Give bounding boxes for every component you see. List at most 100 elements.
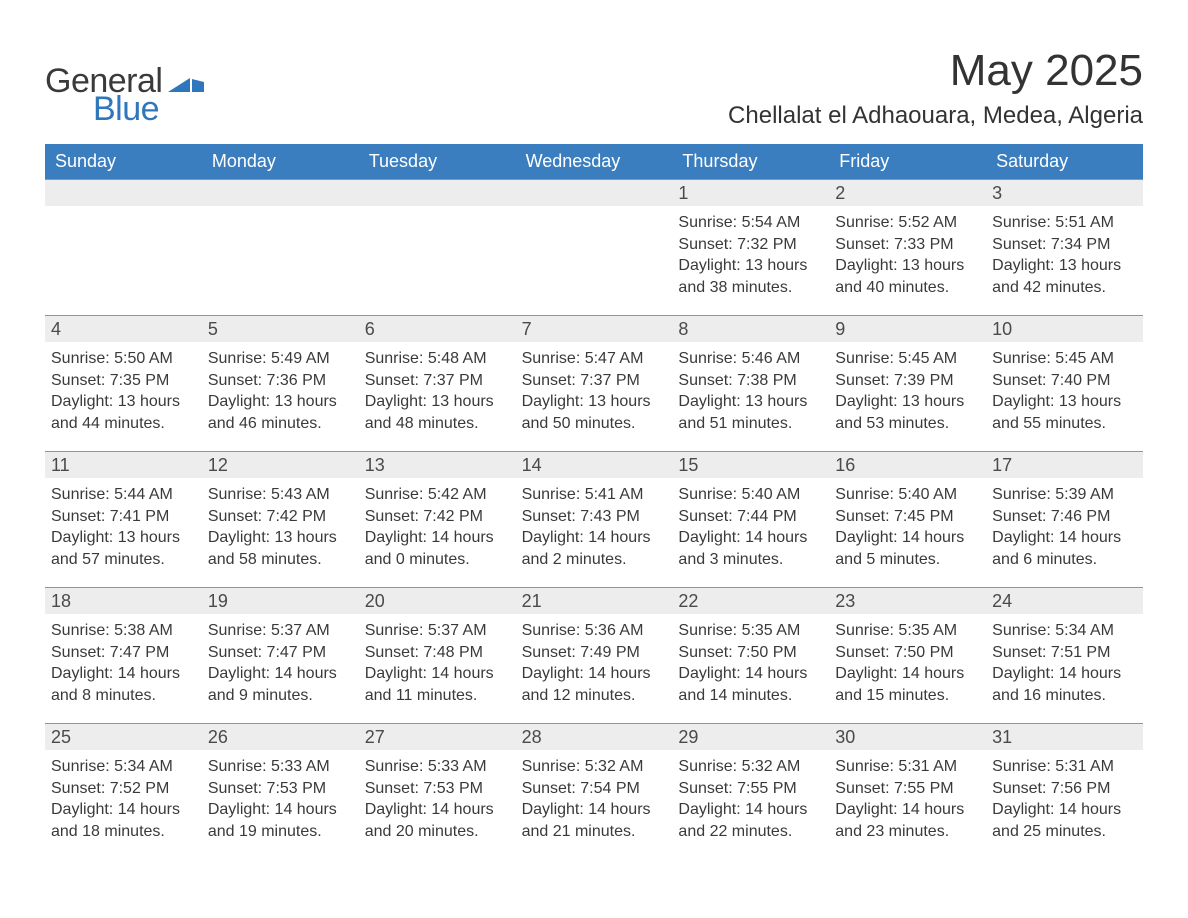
daylight-l1-text: Daylight: 14 hours xyxy=(522,527,667,549)
daylight-l1-text: Daylight: 14 hours xyxy=(208,663,353,685)
sunset-text: Sunset: 7:47 PM xyxy=(208,642,353,664)
sunset-text: Sunset: 7:53 PM xyxy=(208,778,353,800)
daylight-l2-text: and 6 minutes. xyxy=(992,549,1137,571)
day-body: Sunrise: 5:50 AMSunset: 7:35 PMDaylight:… xyxy=(45,342,202,440)
daylight-l1-text: Daylight: 14 hours xyxy=(835,527,980,549)
header: General Blue May 2025 Chellalat el Adhao… xyxy=(45,40,1143,130)
sunrise-text: Sunrise: 5:43 AM xyxy=(208,484,353,506)
sunrise-text: Sunrise: 5:44 AM xyxy=(51,484,196,506)
sunset-text: Sunset: 7:50 PM xyxy=(835,642,980,664)
daylight-l1-text: Daylight: 14 hours xyxy=(678,799,823,821)
sunrise-text: Sunrise: 5:51 AM xyxy=(992,212,1137,234)
sunset-text: Sunset: 7:42 PM xyxy=(208,506,353,528)
sunset-text: Sunset: 7:56 PM xyxy=(992,778,1137,800)
daylight-l1-text: Daylight: 14 hours xyxy=(992,527,1137,549)
sunrise-text: Sunrise: 5:32 AM xyxy=(678,756,823,778)
daylight-l2-text: and 38 minutes. xyxy=(678,277,823,299)
daylight-l2-text: and 8 minutes. xyxy=(51,685,196,707)
date-number: 8 xyxy=(672,316,829,342)
day-body: Sunrise: 5:38 AMSunset: 7:47 PMDaylight:… xyxy=(45,614,202,712)
sunset-text: Sunset: 7:33 PM xyxy=(835,234,980,256)
day-cell: 7Sunrise: 5:47 AMSunset: 7:37 PMDaylight… xyxy=(516,316,673,451)
daylight-l2-text: and 22 minutes. xyxy=(678,821,823,843)
daylight-l1-text: Daylight: 14 hours xyxy=(51,799,196,821)
month-title: May 2025 xyxy=(728,46,1143,96)
date-number xyxy=(202,180,359,206)
daylight-l1-text: Daylight: 13 hours xyxy=(992,255,1137,277)
date-number xyxy=(359,180,516,206)
sunrise-text: Sunrise: 5:42 AM xyxy=(365,484,510,506)
sunrise-text: Sunrise: 5:38 AM xyxy=(51,620,196,642)
daylight-l1-text: Daylight: 14 hours xyxy=(992,799,1137,821)
sunrise-text: Sunrise: 5:31 AM xyxy=(992,756,1137,778)
daylight-l1-text: Daylight: 14 hours xyxy=(992,663,1137,685)
sunrise-text: Sunrise: 5:37 AM xyxy=(365,620,510,642)
sunset-text: Sunset: 7:50 PM xyxy=(678,642,823,664)
date-number xyxy=(516,180,673,206)
day-body: Sunrise: 5:36 AMSunset: 7:49 PMDaylight:… xyxy=(516,614,673,712)
title-block: May 2025 Chellalat el Adhaouara, Medea, … xyxy=(728,40,1143,130)
day-cell: 26Sunrise: 5:33 AMSunset: 7:53 PMDayligh… xyxy=(202,724,359,848)
day-body: Sunrise: 5:35 AMSunset: 7:50 PMDaylight:… xyxy=(672,614,829,712)
date-number: 4 xyxy=(45,316,202,342)
date-number: 10 xyxy=(986,316,1143,342)
day-cell: 2Sunrise: 5:52 AMSunset: 7:33 PMDaylight… xyxy=(829,180,986,315)
sunset-text: Sunset: 7:37 PM xyxy=(522,370,667,392)
day-cell: 14Sunrise: 5:41 AMSunset: 7:43 PMDayligh… xyxy=(516,452,673,587)
sunset-text: Sunset: 7:44 PM xyxy=(678,506,823,528)
daylight-l2-text: and 21 minutes. xyxy=(522,821,667,843)
weeks-container: 1Sunrise: 5:54 AMSunset: 7:32 PMDaylight… xyxy=(45,179,1143,848)
date-number xyxy=(45,180,202,206)
sunrise-text: Sunrise: 5:31 AM xyxy=(835,756,980,778)
day-body: Sunrise: 5:46 AMSunset: 7:38 PMDaylight:… xyxy=(672,342,829,440)
daylight-l1-text: Daylight: 14 hours xyxy=(365,799,510,821)
day-body: Sunrise: 5:33 AMSunset: 7:53 PMDaylight:… xyxy=(202,750,359,848)
dow-tuesday: Tuesday xyxy=(359,144,516,179)
day-cell: 30Sunrise: 5:31 AMSunset: 7:55 PMDayligh… xyxy=(829,724,986,848)
sunrise-text: Sunrise: 5:33 AM xyxy=(365,756,510,778)
sunset-text: Sunset: 7:35 PM xyxy=(51,370,196,392)
sunrise-text: Sunrise: 5:35 AM xyxy=(678,620,823,642)
day-cell xyxy=(516,180,673,315)
daylight-l2-text: and 14 minutes. xyxy=(678,685,823,707)
sunrise-text: Sunrise: 5:45 AM xyxy=(992,348,1137,370)
day-body: Sunrise: 5:32 AMSunset: 7:54 PMDaylight:… xyxy=(516,750,673,848)
daylight-l1-text: Daylight: 13 hours xyxy=(51,527,196,549)
day-body: Sunrise: 5:39 AMSunset: 7:46 PMDaylight:… xyxy=(986,478,1143,576)
daylight-l2-text: and 5 minutes. xyxy=(835,549,980,571)
sunrise-text: Sunrise: 5:39 AM xyxy=(992,484,1137,506)
date-number: 3 xyxy=(986,180,1143,206)
date-number: 2 xyxy=(829,180,986,206)
daylight-l1-text: Daylight: 14 hours xyxy=(365,527,510,549)
week-row: 4Sunrise: 5:50 AMSunset: 7:35 PMDaylight… xyxy=(45,315,1143,451)
daylight-l2-text: and 16 minutes. xyxy=(992,685,1137,707)
date-number: 19 xyxy=(202,588,359,614)
day-cell xyxy=(359,180,516,315)
sunset-text: Sunset: 7:41 PM xyxy=(51,506,196,528)
week-row: 11Sunrise: 5:44 AMSunset: 7:41 PMDayligh… xyxy=(45,451,1143,587)
day-cell: 24Sunrise: 5:34 AMSunset: 7:51 PMDayligh… xyxy=(986,588,1143,723)
location-label: Chellalat el Adhaouara, Medea, Algeria xyxy=(728,102,1143,130)
day-cell: 5Sunrise: 5:49 AMSunset: 7:36 PMDaylight… xyxy=(202,316,359,451)
dow-saturday: Saturday xyxy=(986,144,1143,179)
day-cell: 6Sunrise: 5:48 AMSunset: 7:37 PMDaylight… xyxy=(359,316,516,451)
day-cell: 20Sunrise: 5:37 AMSunset: 7:48 PMDayligh… xyxy=(359,588,516,723)
day-body xyxy=(202,206,359,296)
daylight-l2-text: and 53 minutes. xyxy=(835,413,980,435)
logo: General Blue xyxy=(45,58,204,126)
day-body: Sunrise: 5:37 AMSunset: 7:48 PMDaylight:… xyxy=(359,614,516,712)
sunset-text: Sunset: 7:37 PM xyxy=(365,370,510,392)
date-number: 30 xyxy=(829,724,986,750)
daylight-l2-text: and 19 minutes. xyxy=(208,821,353,843)
daylight-l1-text: Daylight: 13 hours xyxy=(208,527,353,549)
week-row: 25Sunrise: 5:34 AMSunset: 7:52 PMDayligh… xyxy=(45,723,1143,848)
sunset-text: Sunset: 7:52 PM xyxy=(51,778,196,800)
day-cell: 29Sunrise: 5:32 AMSunset: 7:55 PMDayligh… xyxy=(672,724,829,848)
daylight-l1-text: Daylight: 13 hours xyxy=(678,255,823,277)
day-body: Sunrise: 5:35 AMSunset: 7:50 PMDaylight:… xyxy=(829,614,986,712)
sunset-text: Sunset: 7:47 PM xyxy=(51,642,196,664)
day-cell: 3Sunrise: 5:51 AMSunset: 7:34 PMDaylight… xyxy=(986,180,1143,315)
daylight-l1-text: Daylight: 13 hours xyxy=(208,391,353,413)
daylight-l1-text: Daylight: 14 hours xyxy=(208,799,353,821)
daylight-l2-text: and 57 minutes. xyxy=(51,549,196,571)
